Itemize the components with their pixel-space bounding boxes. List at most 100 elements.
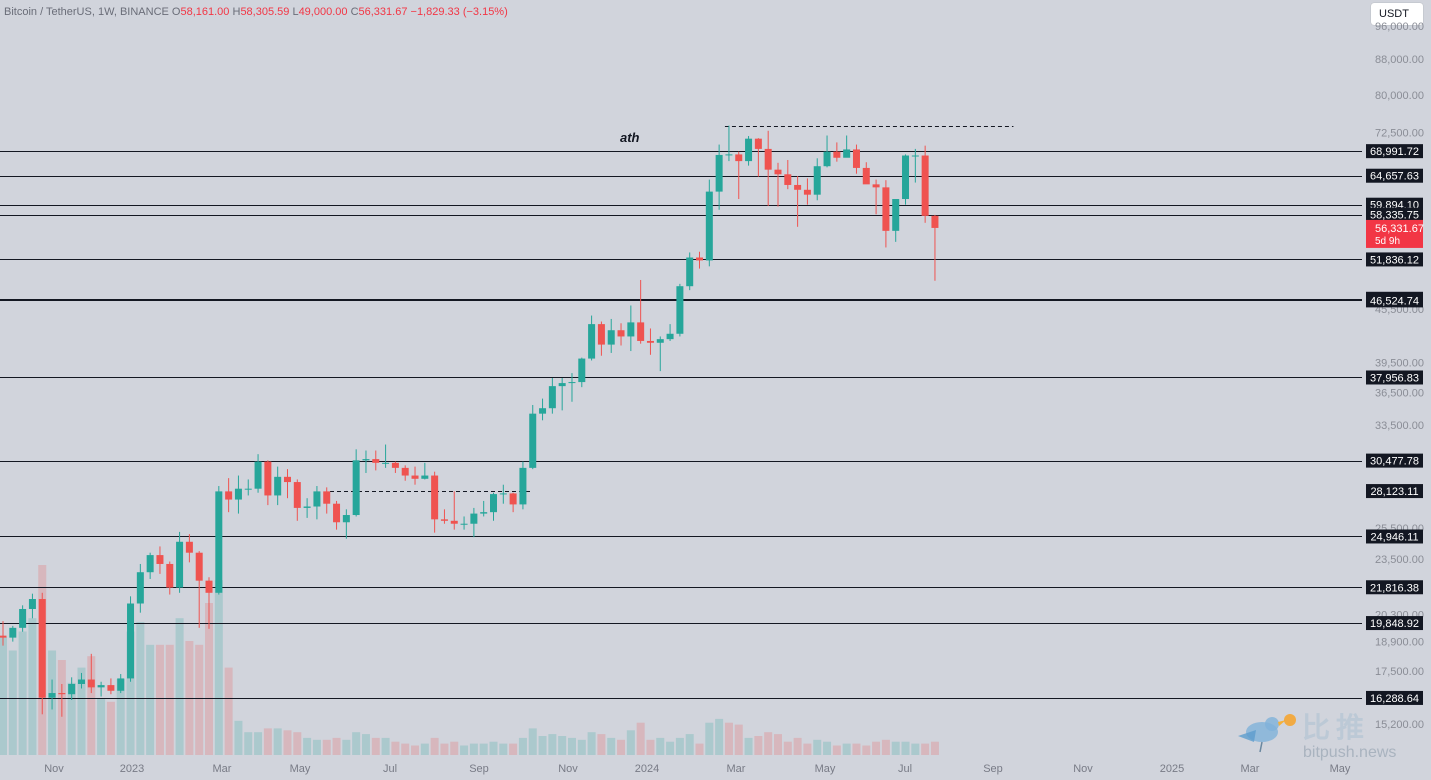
volume-bar: [872, 741, 881, 755]
volume-bar: [440, 743, 449, 755]
level-label: 16,288.64: [1370, 693, 1419, 705]
level-label: 46,524.74: [1370, 295, 1419, 307]
candle-body: [68, 683, 76, 695]
candle-body: [823, 151, 831, 167]
candle-body: [715, 154, 723, 192]
volume-bar: [401, 743, 410, 755]
current-price-box: [1366, 219, 1423, 248]
x-tick-label: Jul: [383, 763, 397, 775]
volume-bar: [195, 644, 204, 755]
currency-button[interactable]: USDT: [1371, 3, 1423, 25]
volume-bar: [469, 743, 478, 755]
high-label: H: [232, 6, 241, 18]
candle-body: [617, 330, 625, 337]
level-label: 30,477.78: [1370, 456, 1419, 468]
candle-body: [333, 503, 341, 523]
candle-body: [48, 693, 56, 698]
y-tick-label: 18,900.00: [1375, 637, 1424, 649]
volume-bar: [656, 737, 665, 755]
candle-body: [97, 685, 105, 688]
y-tick-label: 39,500.00: [1375, 357, 1424, 369]
y-tick-label: 88,000.00: [1375, 54, 1424, 66]
volume-bar: [862, 745, 871, 755]
candle-body: [597, 324, 605, 345]
volume-bar: [597, 734, 606, 755]
change-value: −1,829.33 (−3.15%): [410, 6, 508, 18]
volume-bar: [0, 637, 7, 755]
candle-body: [117, 678, 125, 691]
low-label: L: [292, 6, 299, 18]
y-tick-label: 36,500.00: [1375, 387, 1424, 399]
level-label-box: [1366, 370, 1423, 385]
candle-body: [519, 467, 527, 505]
x-tick-label: Sep: [469, 763, 489, 775]
close-label: C: [350, 6, 359, 18]
volume-bar: [528, 728, 537, 755]
candle-body: [588, 324, 596, 359]
volume-bar: [695, 743, 704, 755]
candle-body: [421, 475, 429, 479]
candle-body: [558, 383, 566, 387]
volume-bar: [391, 741, 400, 755]
candle-body: [529, 413, 537, 468]
candle-body: [195, 552, 203, 581]
candle-body: [921, 155, 929, 216]
volume-bar: [332, 737, 341, 755]
volume-bar: [911, 743, 920, 755]
ath-annotation: ath: [620, 130, 640, 145]
volume-bar: [450, 741, 459, 755]
candle-body: [862, 167, 870, 185]
level-label: 24,946.11: [1370, 531, 1418, 543]
volume-bar: [244, 732, 253, 755]
candle-body: [77, 679, 85, 684]
candle-body: [28, 599, 36, 609]
candle-body: [725, 154, 733, 156]
volume-bar: [303, 737, 312, 755]
volume-bar: [783, 741, 792, 755]
volume-bar: [214, 580, 223, 755]
volume-bar: [352, 732, 361, 755]
candle-body: [902, 155, 910, 200]
candle-body: [480, 512, 488, 514]
candle-body: [646, 340, 654, 343]
candle-body: [578, 358, 586, 383]
volume-bar: [155, 644, 164, 755]
volume-bar: [165, 644, 174, 755]
volume-bar: [175, 618, 184, 755]
volume-bar: [254, 732, 263, 755]
candle-body: [911, 155, 919, 157]
candle-body: [431, 475, 439, 520]
candle-body: [362, 459, 370, 461]
candle-body: [185, 541, 193, 553]
volume-bar: [754, 736, 763, 755]
volume-bar: [793, 737, 802, 755]
candle-body: [440, 519, 448, 521]
volume-bar: [852, 743, 861, 755]
volume-bar: [224, 667, 233, 755]
high-value: 58,305.59: [240, 6, 290, 18]
open-label: O: [171, 6, 181, 18]
volume-bar: [666, 741, 675, 755]
volume-bar: [97, 698, 106, 755]
candle-body: [0, 635, 7, 638]
candle-body: [450, 520, 458, 524]
level-label-box: [1366, 690, 1423, 705]
candle-body: [87, 679, 95, 688]
x-tick-label: Nov: [1073, 763, 1093, 775]
x-tick-label: May: [815, 763, 836, 775]
volume-bar: [636, 722, 645, 755]
volume-bar: [146, 644, 155, 755]
volume-bar: [921, 743, 930, 755]
volume-bar: [322, 739, 331, 755]
candle-body: [892, 199, 900, 231]
y-tick-label: 33,500.00: [1375, 420, 1424, 432]
candle-body: [313, 491, 321, 507]
candle-body: [234, 488, 242, 500]
level-label-box: [1366, 484, 1423, 499]
watermark-cn: 比推: [1302, 711, 1371, 744]
candle-body: [176, 541, 184, 588]
volume-bar: [234, 720, 243, 755]
level-label-box: [1366, 168, 1423, 183]
volume-bar: [881, 739, 890, 755]
